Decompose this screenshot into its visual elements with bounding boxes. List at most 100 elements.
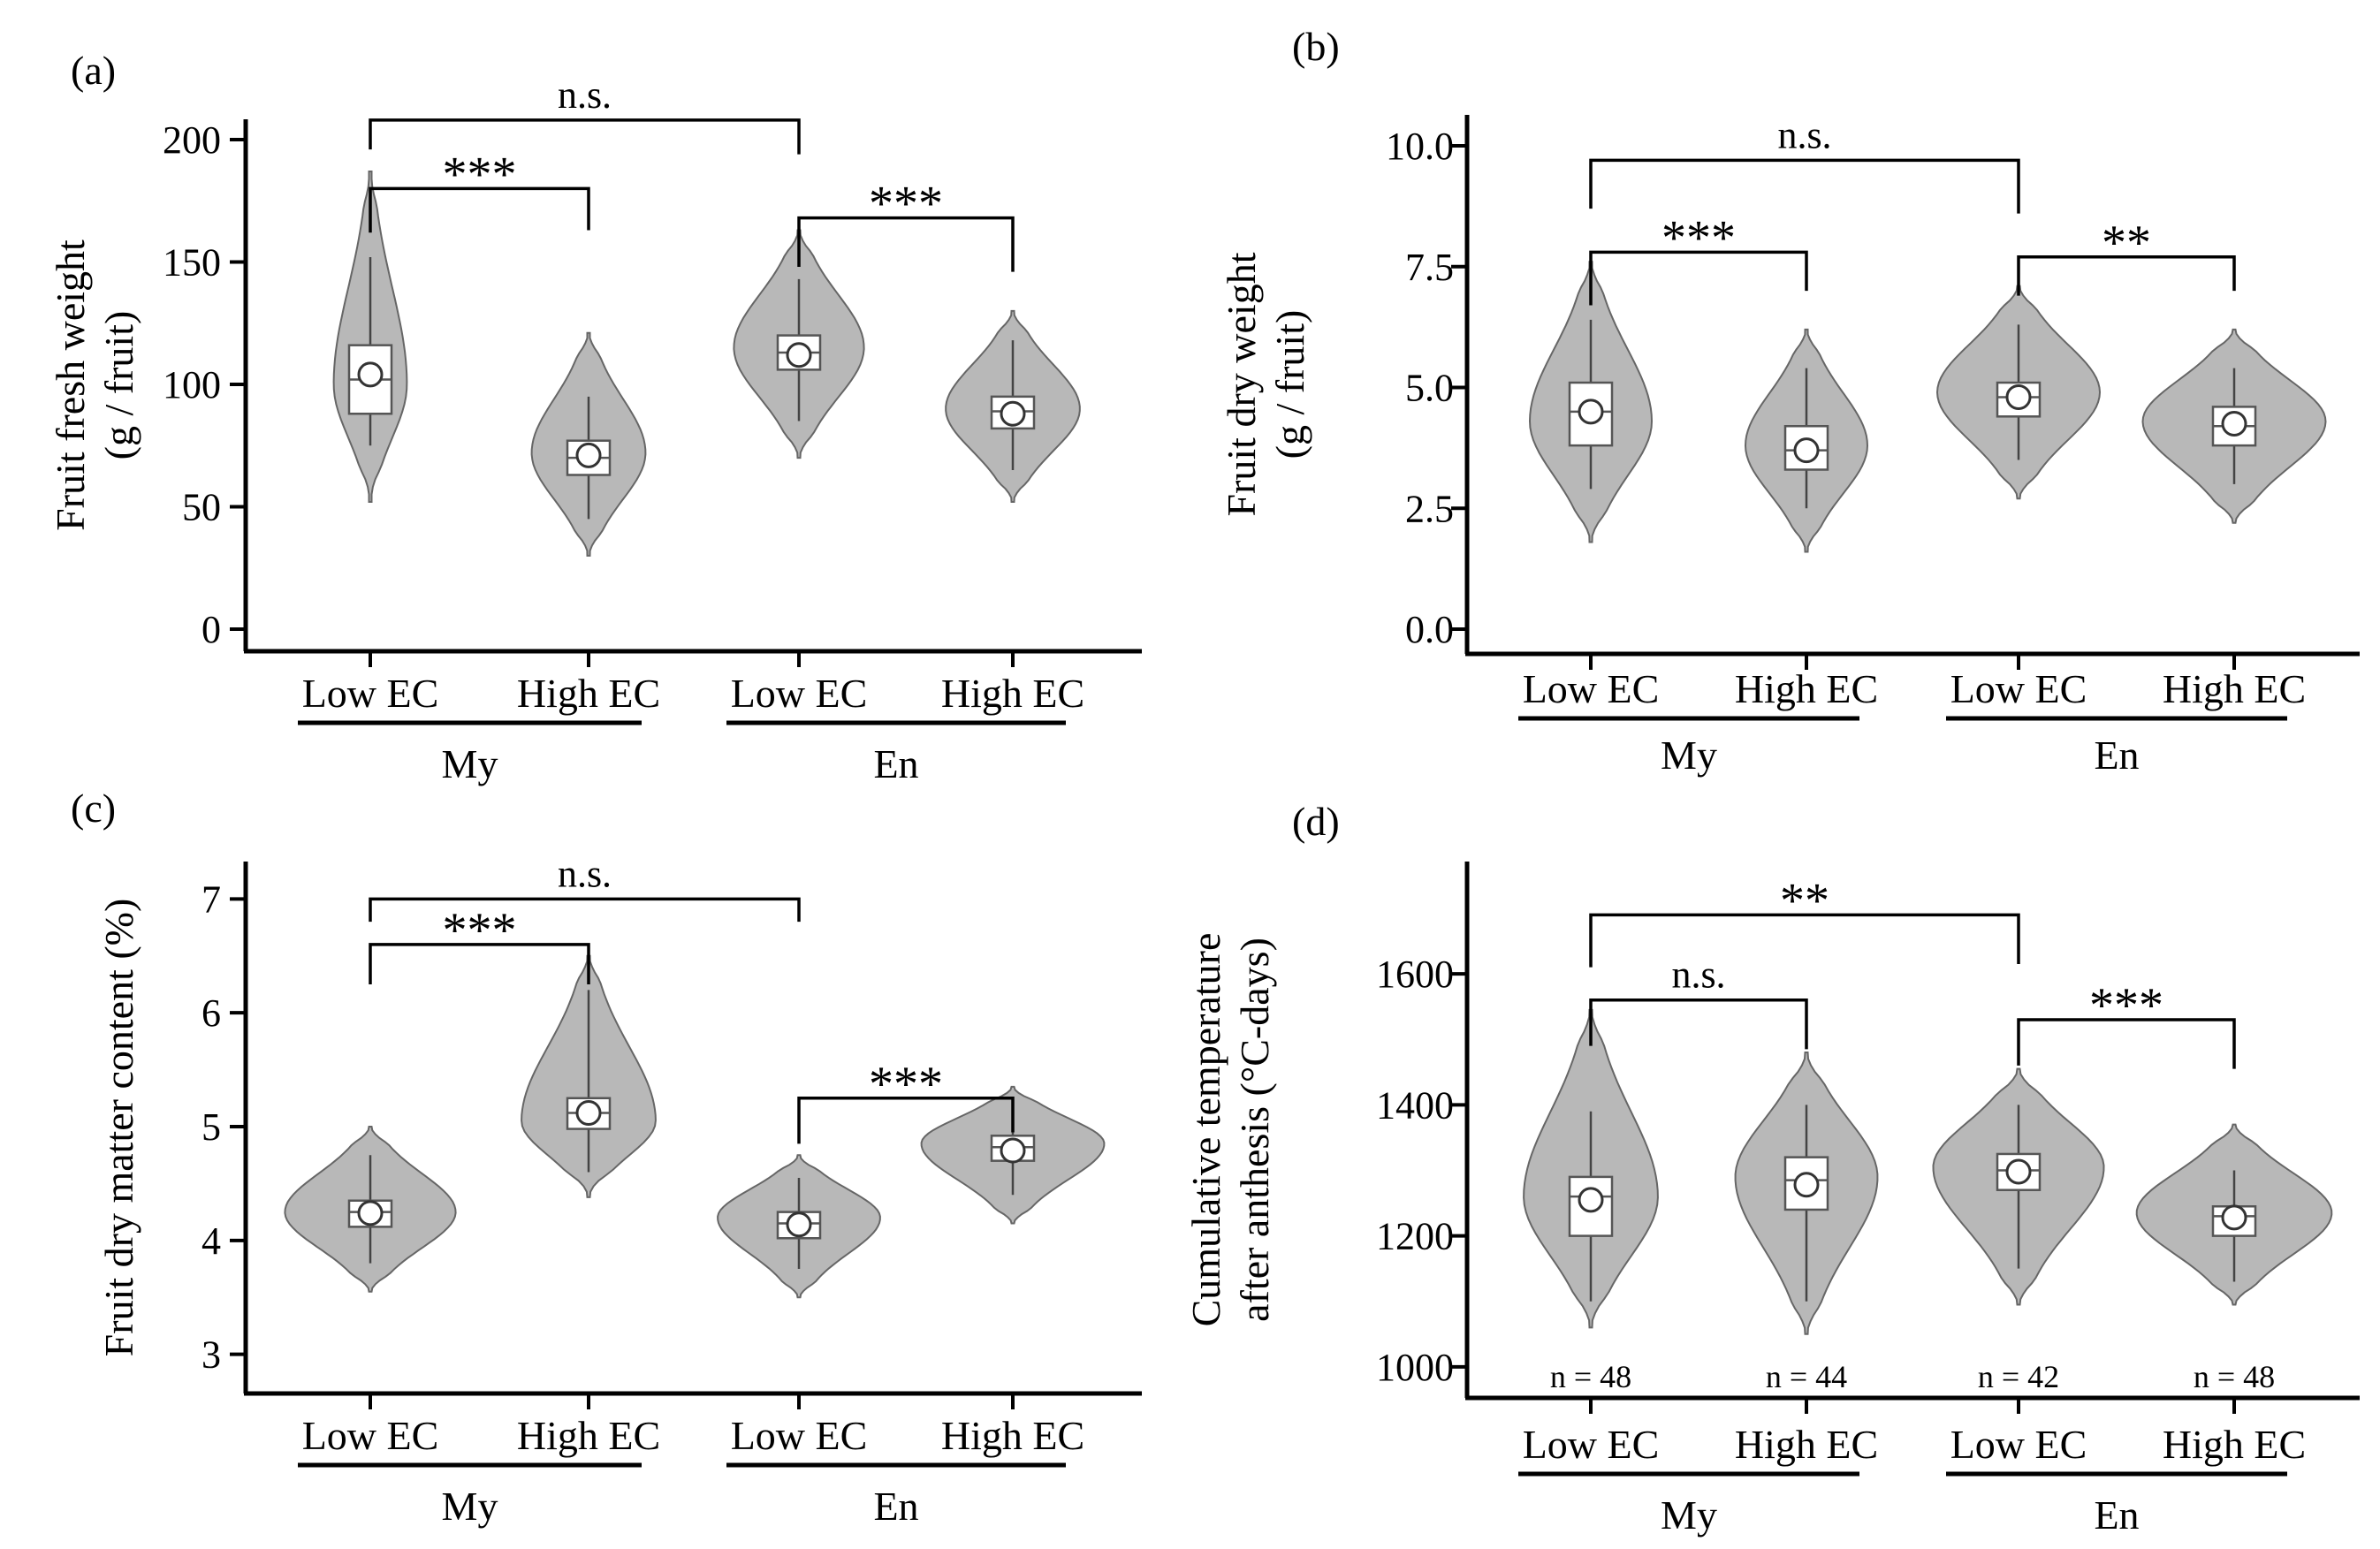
y-tick-label: 1200 <box>1376 1215 1454 1258</box>
significance-bracket <box>1589 913 2020 968</box>
significance-label: *** <box>869 177 943 232</box>
significance-bracket <box>369 897 801 923</box>
group-label: My <box>1661 733 1717 778</box>
significance-label: *** <box>443 147 517 201</box>
x-category-label: Low EC <box>731 671 868 716</box>
mean-marker <box>2005 1158 2032 1185</box>
y-axis-subtitle: (g / fruit) <box>1267 310 1312 459</box>
x-category-label: Low EC <box>731 1413 868 1458</box>
mean-marker <box>357 1200 384 1226</box>
y-tick-label: 1600 <box>1376 953 1454 996</box>
significance-label: n.s. <box>1777 113 1831 156</box>
violin-group <box>1935 285 2102 500</box>
x-category-label: Low EC <box>1950 666 2087 711</box>
significance-bracket <box>1589 158 2020 214</box>
group-label: My <box>442 741 498 786</box>
mean-marker <box>575 1100 602 1127</box>
significance-label: *** <box>2089 978 2163 1033</box>
significance-bracket <box>2017 255 2236 296</box>
significance-label: n.s. <box>558 852 612 895</box>
y-tick-label: 5.0 <box>1405 367 1454 410</box>
violin-group <box>284 1126 457 1293</box>
group-label: En <box>2094 1492 2139 1538</box>
y-tick-label: 3 <box>202 1333 221 1377</box>
x-category-label: High EC <box>941 671 1084 716</box>
violin-group <box>1744 328 1869 553</box>
panel-tag: (b) <box>1292 24 1340 69</box>
significance-bracket <box>369 186 590 233</box>
y-tick-label: 150 <box>163 241 221 285</box>
x-category-label: High EC <box>517 1413 660 1458</box>
y-axis-title: Cumulative temperature <box>1183 933 1228 1327</box>
significance-label: n.s. <box>1671 953 1725 997</box>
sample-size-label: n = 48 <box>1550 1359 1631 1394</box>
y-axis-title: Fruit dry matter content (%) <box>96 899 141 1357</box>
mean-marker <box>2221 1204 2247 1231</box>
violin-group <box>2141 328 2327 524</box>
y-tick-label: 7 <box>202 877 221 921</box>
significance-bracket <box>369 943 590 984</box>
mean-marker <box>1793 437 1820 464</box>
mean-marker <box>1578 399 1604 425</box>
panel-b: (b) 0.0 2.5 5.0 7.5 10.0 Fruit dry weight (g / … <box>1219 24 2360 778</box>
violin-group <box>920 1085 1106 1225</box>
significance-bracket <box>1589 250 1808 306</box>
y-tick-label: 6 <box>202 991 221 1035</box>
group-label: En <box>873 741 918 786</box>
sample-size-label: n = 42 <box>1978 1359 2059 1394</box>
y-tick-label: 10.0 <box>1386 125 1454 168</box>
mean-marker <box>575 442 602 468</box>
panel-a: (a) 0 50 100 150 200 Fruit fresh weight (g / fr… <box>48 48 1142 786</box>
y-tick-label: 1400 <box>1376 1083 1454 1127</box>
x-category-label: High EC <box>1735 1422 1878 1467</box>
significance-label: *** <box>443 903 517 958</box>
mean-marker <box>1578 1187 1604 1213</box>
group-label: En <box>873 1484 918 1529</box>
mean-marker <box>2221 411 2247 437</box>
mean-marker <box>1000 400 1026 427</box>
x-category-label: High EC <box>2163 666 2306 711</box>
y-axis-subtitle: (g / fruit) <box>96 311 141 460</box>
violin-group <box>1932 1067 2105 1306</box>
x-category-label: High EC <box>2163 1422 2306 1467</box>
panel-c: (c) 3 4 5 6 7 Fruit dry matter content (%) Low … <box>71 786 1142 1529</box>
violin-group <box>1734 1052 1879 1335</box>
y-axis-title: Fruit fresh weight <box>48 239 93 531</box>
mean-marker <box>1000 1137 1026 1164</box>
violin-group <box>530 331 647 557</box>
mean-marker <box>1793 1172 1820 1198</box>
sample-size-label: n = 44 <box>1766 1359 1847 1394</box>
violin-group <box>717 1154 881 1299</box>
x-category-label: High EC <box>517 671 660 716</box>
significance-label: ** <box>1780 873 1829 928</box>
violin-group <box>521 954 657 1198</box>
significance-label: *** <box>869 1057 943 1112</box>
violin-group <box>2135 1123 2333 1306</box>
x-category-label: High EC <box>1735 666 1878 711</box>
y-tick-label: 50 <box>182 486 221 529</box>
y-axis-title: Fruit dry weight <box>1219 252 1264 516</box>
panel-tag: (a) <box>71 48 116 93</box>
x-category-label: Low EC <box>302 1413 439 1458</box>
x-category-label: Low EC <box>302 671 439 716</box>
violin-group <box>945 309 1081 503</box>
sample-size-label: n = 48 <box>2194 1359 2275 1394</box>
y-tick-label: 4 <box>202 1219 221 1263</box>
y-tick-label: 1000 <box>1376 1346 1454 1389</box>
mean-marker <box>786 1211 812 1238</box>
mean-marker <box>786 342 812 368</box>
significance-bracket <box>797 216 1015 272</box>
panel-tag: (c) <box>71 786 116 831</box>
x-category-label: Low EC <box>1523 666 1660 711</box>
group-label: My <box>1661 1492 1717 1538</box>
panel-d: (d) 1000 1200 1400 1600 Cumulative temperatur… <box>1183 799 2360 1538</box>
violin-group <box>332 171 408 503</box>
y-tick-label: 7.5 <box>1405 246 1454 289</box>
y-tick-label: 0 <box>202 608 221 651</box>
significance-bracket <box>369 118 801 155</box>
group-label: En <box>2094 733 2139 778</box>
significance-bracket <box>797 1097 1015 1144</box>
significance-label: *** <box>1661 210 1736 265</box>
y-tick-label: 0.0 <box>1405 608 1454 651</box>
